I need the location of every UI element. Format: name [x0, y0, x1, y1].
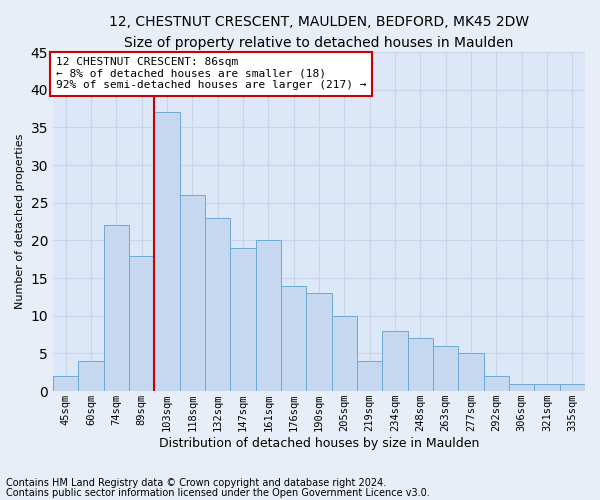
X-axis label: Distribution of detached houses by size in Maulden: Distribution of detached houses by size …: [159, 437, 479, 450]
Bar: [307, 293, 332, 391]
Bar: [433, 346, 458, 391]
Bar: [154, 112, 179, 391]
Bar: [205, 218, 230, 391]
Bar: [79, 361, 104, 391]
Bar: [535, 384, 560, 391]
Bar: [484, 376, 509, 391]
Bar: [458, 354, 484, 391]
Bar: [129, 256, 154, 391]
Bar: [382, 331, 407, 391]
Text: Contains HM Land Registry data © Crown copyright and database right 2024.: Contains HM Land Registry data © Crown c…: [6, 478, 386, 488]
Bar: [332, 316, 357, 391]
Bar: [230, 248, 256, 391]
Bar: [179, 196, 205, 391]
Y-axis label: Number of detached properties: Number of detached properties: [15, 134, 25, 310]
Title: 12, CHESTNUT CRESCENT, MAULDEN, BEDFORD, MK45 2DW
Size of property relative to d: 12, CHESTNUT CRESCENT, MAULDEN, BEDFORD,…: [109, 15, 529, 50]
Bar: [560, 384, 585, 391]
Bar: [509, 384, 535, 391]
Bar: [104, 226, 129, 391]
Bar: [281, 286, 307, 391]
Text: 12 CHESTNUT CRESCENT: 86sqm
← 8% of detached houses are smaller (18)
92% of semi: 12 CHESTNUT CRESCENT: 86sqm ← 8% of deta…: [56, 57, 366, 90]
Bar: [53, 376, 79, 391]
Bar: [357, 361, 382, 391]
Bar: [407, 338, 433, 391]
Text: Contains public sector information licensed under the Open Government Licence v3: Contains public sector information licen…: [6, 488, 430, 498]
Bar: [256, 240, 281, 391]
